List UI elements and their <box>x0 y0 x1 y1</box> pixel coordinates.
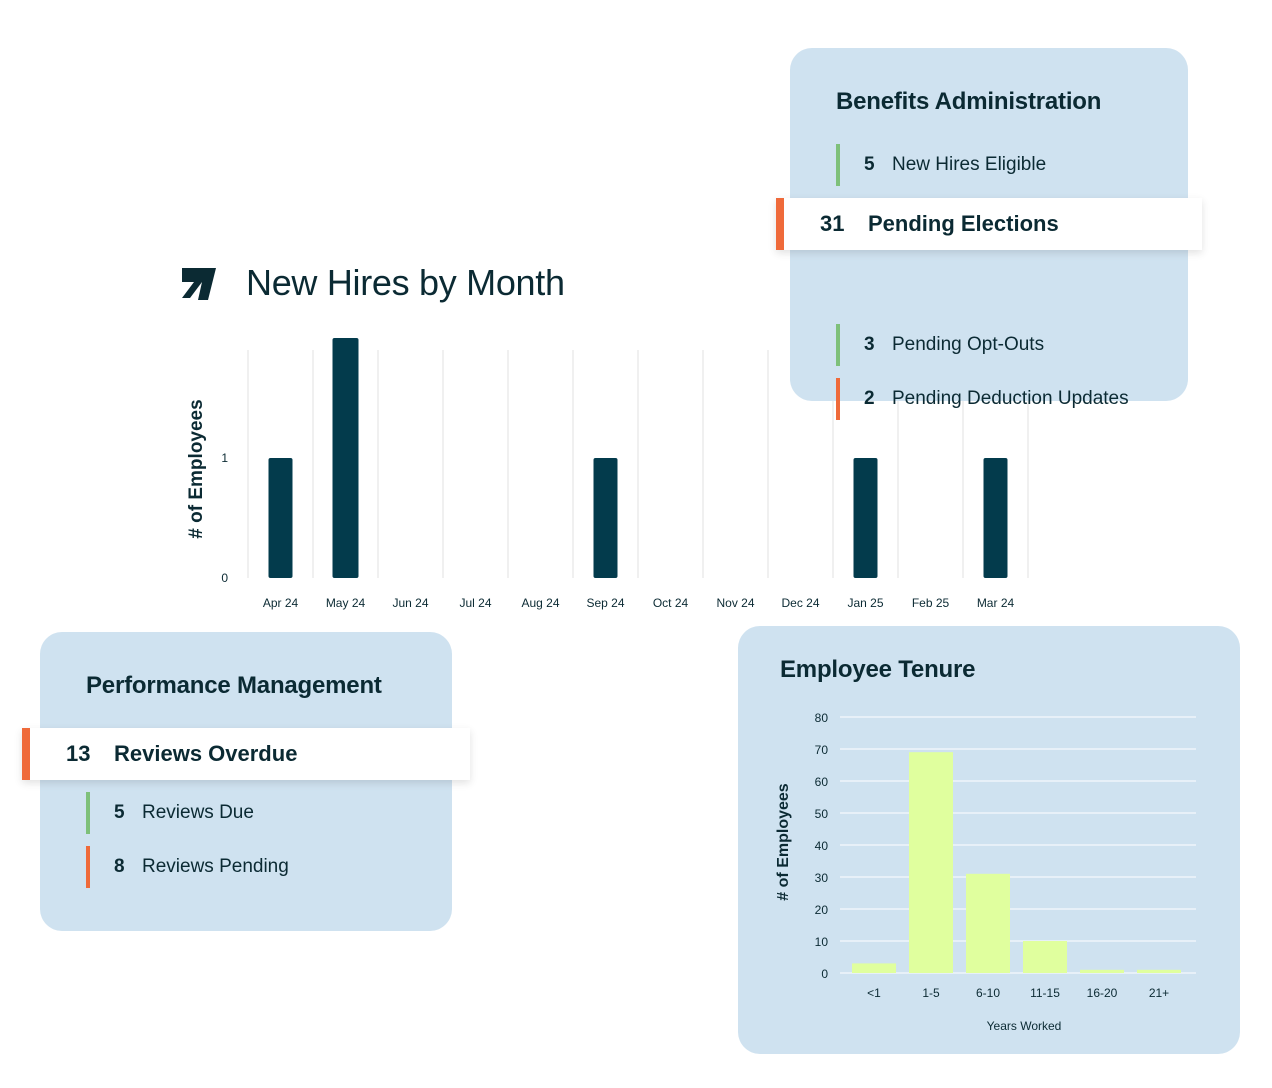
x-tick-label: Mar 24 <box>977 596 1015 610</box>
x-tick-label: Jul 24 <box>459 596 491 610</box>
row-count: 5 <box>114 802 125 823</box>
x-tick-label: 21+ <box>1149 986 1169 1000</box>
tenure-bar-3 <box>1023 941 1067 973</box>
x-tick-label: Jun 24 <box>392 596 428 610</box>
row-count: 13 <box>66 741 91 766</box>
x-tick-label: Aug 24 <box>521 596 559 610</box>
row-label: Reviews Pending <box>142 856 289 877</box>
x-tick-label: 1-5 <box>922 986 940 1000</box>
benefits-title: Benefits Administration <box>836 88 1102 115</box>
new-hires-title: New Hires by Month <box>246 262 565 303</box>
status-bar <box>836 144 840 186</box>
x-axis-title: Years Worked <box>987 1019 1062 1033</box>
row-pending-opt-outs[interactable]: 3 Pending Opt-Outs <box>836 324 1044 366</box>
x-tick-label: Nov 24 <box>716 596 754 610</box>
status-bar <box>836 378 840 420</box>
x-tick-label: 16-20 <box>1087 986 1118 1000</box>
row-label: Pending Deduction Updates <box>892 388 1129 409</box>
tenure-card: Employee Tenure 0 10 20 30 40 50 60 70 80 <1 1-5 6-… <box>738 626 1240 1054</box>
bar-jan-25 <box>853 458 878 578</box>
x-tick-label: 6-10 <box>976 986 1000 1000</box>
y-tick-label: 60 <box>815 775 829 789</box>
x-tick-label: Apr 24 <box>263 596 299 610</box>
y-axis-title: # of Employees <box>775 783 792 900</box>
highlight-row-reviews-overdue[interactable]: 13 Reviews Overdue <box>22 728 470 780</box>
y-tick-label: 0 <box>821 967 828 981</box>
y-tick-label: 0 <box>221 571 228 585</box>
bar-mar-24 <box>983 458 1008 578</box>
tenure-bar-5 <box>1137 969 1181 973</box>
row-count: 31 <box>820 211 845 236</box>
y-axis-title: # of Employees <box>186 399 207 538</box>
tenure-bar-1 <box>909 752 953 973</box>
highlight-row-pending-elections[interactable]: 31 Pending Elections <box>776 198 1202 250</box>
tenure-bar-2 <box>966 873 1010 973</box>
new-hires-header: New Hires by Month <box>180 262 565 304</box>
y-tick-label: 30 <box>815 871 829 885</box>
y-tick-label: 70 <box>815 743 829 757</box>
x-tick-label: May 24 <box>326 596 366 610</box>
row-count: 5 <box>864 154 875 175</box>
row-label: Pending Opt-Outs <box>892 334 1045 355</box>
x-tick-label: <1 <box>867 986 881 1000</box>
row-new-hires-eligible[interactable]: 5 New Hires Eligible <box>836 144 1046 186</box>
y-tick-label: 20 <box>815 903 829 917</box>
tenure-bar-4 <box>1080 969 1124 973</box>
row-pending-deduction-updates[interactable]: 2 Pending Deduction Updates <box>836 378 1129 420</box>
row-count: 8 <box>114 856 125 877</box>
row-count: 2 <box>864 388 875 409</box>
tenure-bar-0 <box>852 963 896 973</box>
performance-card: Performance Management <box>40 632 452 931</box>
y-tick-label: 40 <box>815 839 829 853</box>
row-reviews-due[interactable]: 5 Reviews Due <box>86 792 254 834</box>
x-tick-label: Sep 24 <box>586 596 624 610</box>
y-tick-label: 10 <box>815 935 829 949</box>
tenure-title: Employee Tenure <box>780 656 976 683</box>
x-tick-label: Feb 25 <box>912 596 950 610</box>
status-bar <box>86 846 90 888</box>
row-count: 3 <box>864 334 875 355</box>
tenure-chart: 0 10 20 30 40 50 60 70 80 <1 1-5 6-10 11-15 16-20 21+ Y… <box>775 711 1196 1033</box>
y-tick-label: 1 <box>221 451 228 465</box>
status-bar <box>86 792 90 834</box>
status-bar <box>836 324 840 366</box>
y-tick-label: 80 <box>815 711 829 725</box>
x-tick-label: Oct 24 <box>653 596 689 610</box>
x-tick-label: Dec 24 <box>781 596 819 610</box>
bar-sep-24 <box>593 458 618 578</box>
row-label: New Hires Eligible <box>892 154 1047 175</box>
x-tick-label: 11-15 <box>1030 986 1060 1000</box>
arrow-logo-icon <box>182 268 216 300</box>
row-label: Reviews Overdue <box>114 741 298 766</box>
performance-title: Performance Management <box>86 672 382 699</box>
x-tick-label: Jan 25 <box>847 596 883 610</box>
bar-apr-24 <box>268 458 293 578</box>
row-reviews-pending[interactable]: 8 Reviews Pending <box>86 846 289 888</box>
row-label: Pending Elections <box>868 211 1059 236</box>
bar-may-24 <box>332 338 359 578</box>
row-label: Reviews Due <box>142 802 254 823</box>
y-tick-label: 50 <box>815 807 829 821</box>
